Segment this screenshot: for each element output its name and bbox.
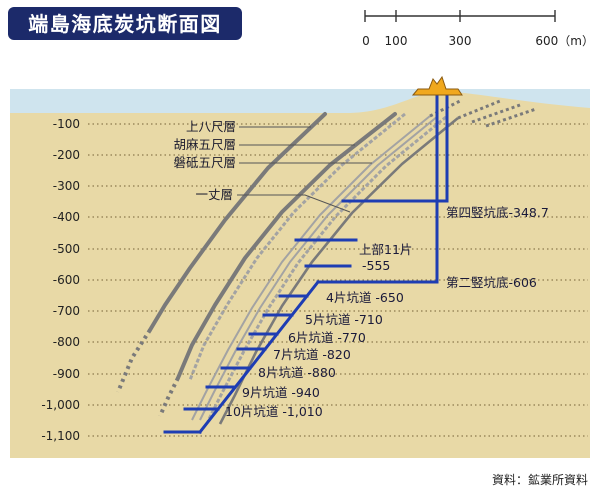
seam-outcrop-dotted (471, 103, 521, 124)
seam-outcrop-dotted (457, 99, 501, 120)
seam-bandogoshaku-lower (199, 115, 439, 421)
depth-label: -1,100 (41, 429, 80, 443)
title-badge-background (8, 7, 242, 40)
seam-label-bandogoshaku: 磐砥五尺層 (173, 155, 236, 170)
seam-hatched-band (188, 112, 406, 381)
inclined-drift (197, 279, 321, 435)
gallery-label: 10片坑道 -1,010 (225, 404, 323, 419)
gallery-label: 6片坑道 -770 (288, 330, 366, 345)
mine-workings (163, 75, 463, 435)
headframe-icon (411, 75, 463, 96)
seam-bandogoshaku (191, 115, 431, 421)
seam-label-ichijo: 一丈層 (195, 187, 233, 202)
seam-outcrop-dotted (485, 107, 537, 128)
scale-label-300: 300 (449, 34, 472, 48)
seam-kamihasshaku-projected (116, 328, 152, 393)
gallery-label: 8片坑道 -880 (258, 365, 336, 380)
leader-ichijo (237, 194, 351, 213)
source-credit: 資料：鉱業所資料 (492, 472, 588, 487)
gallery-label: 5片坑道 -710 (305, 312, 383, 327)
scale-label-0: 0 (362, 34, 370, 48)
depth-label: -800 (53, 335, 80, 349)
depth-label: -900 (53, 367, 80, 381)
seam-labels: 上八尺層 胡麻五尺層 磐砥五尺層 一丈層 (173, 119, 372, 213)
depth-label: -500 (53, 242, 80, 256)
scale-label-100: 100 (385, 34, 408, 48)
seam-kamihasshaku (148, 112, 327, 332)
depth-label: -1,000 (41, 398, 80, 412)
second-shaft-bottom-label: 第二竪坑底-606 (446, 275, 537, 290)
ground-section (10, 91, 590, 458)
diagram-title: 端島海底炭坑断面図 (28, 12, 222, 36)
seam-ichijo (218, 116, 459, 425)
seam-label-kamihasshaku: 上八尺層 (186, 119, 236, 134)
scale-bar: 0 100 300 600（m） (362, 10, 594, 48)
depth-label: -200 (53, 148, 80, 162)
gallery-label: 7片坑道 -820 (273, 347, 351, 362)
upper-11-level-name: 上部11片 (359, 242, 412, 257)
fourth-shaft-bottom-label: 第四竪坑底-348.7 (446, 205, 549, 220)
gallery-label: 4片坑道 -650 (326, 290, 404, 305)
title-badge: 端島海底炭坑断面図 (8, 7, 242, 40)
mine-labels: 第四竪坑底-348.7 上部11片 -555 第二竪坑底-606 4片坑道 -6… (225, 205, 549, 419)
depth-label: -700 (53, 304, 80, 318)
depth-axis-labels: -100 -200 -300 -400 -500 -600 -700 -800 … (41, 117, 80, 443)
depth-label: -400 (53, 210, 80, 224)
seam-gomagoshaku-projected (158, 377, 180, 417)
depth-label: -300 (53, 179, 80, 193)
gallery-label: 9片坑道 -940 (242, 385, 320, 400)
scale-label-600-m: 600（m） (535, 34, 594, 48)
seam-gomagoshaku (176, 112, 397, 380)
depth-label: -600 (53, 273, 80, 287)
seam-label-gomagoshaku: 胡麻五尺層 (173, 137, 236, 152)
depth-label: -100 (53, 117, 80, 131)
upper-11-level-depth: -555 (362, 258, 390, 273)
